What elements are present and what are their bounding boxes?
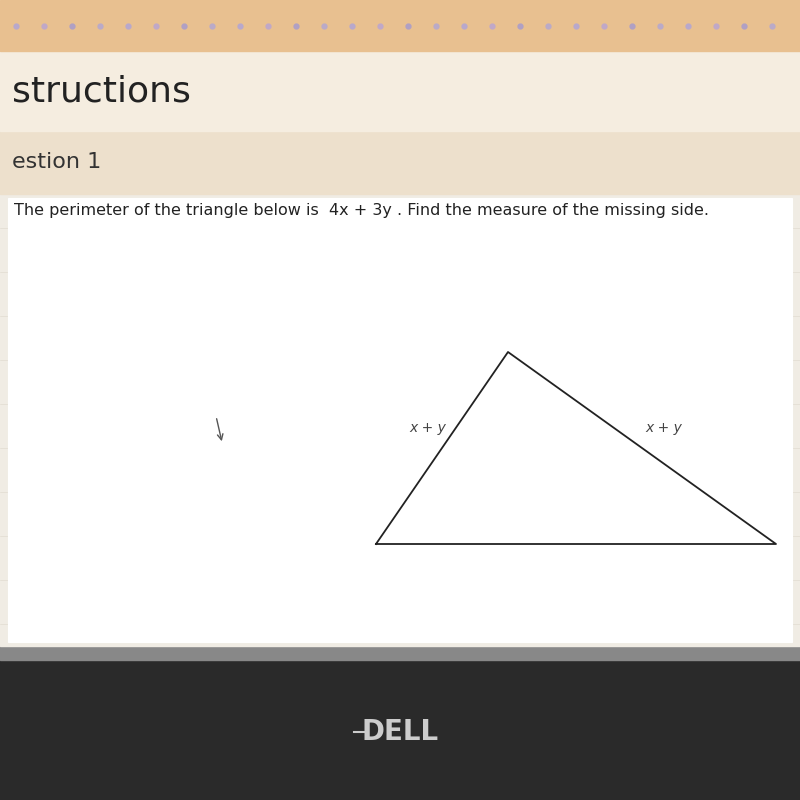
Bar [0, 51, 800, 131]
Bar [0, 0, 800, 51]
Text: DELL: DELL [362, 718, 438, 746]
Text: x + y: x + y [646, 421, 682, 435]
Bar [0, 660, 800, 800]
Text: The perimeter of the triangle below is  4x + 3y . Find the measure of the missin: The perimeter of the triangle below is 4… [14, 203, 710, 218]
Bar [0, 131, 800, 194]
Text: structions: structions [12, 74, 191, 108]
Text: estion 1: estion 1 [12, 152, 102, 172]
Bar [0, 646, 800, 660]
Text: x + y: x + y [410, 421, 446, 435]
Bar [8, 198, 792, 642]
Bar [0, 194, 800, 646]
